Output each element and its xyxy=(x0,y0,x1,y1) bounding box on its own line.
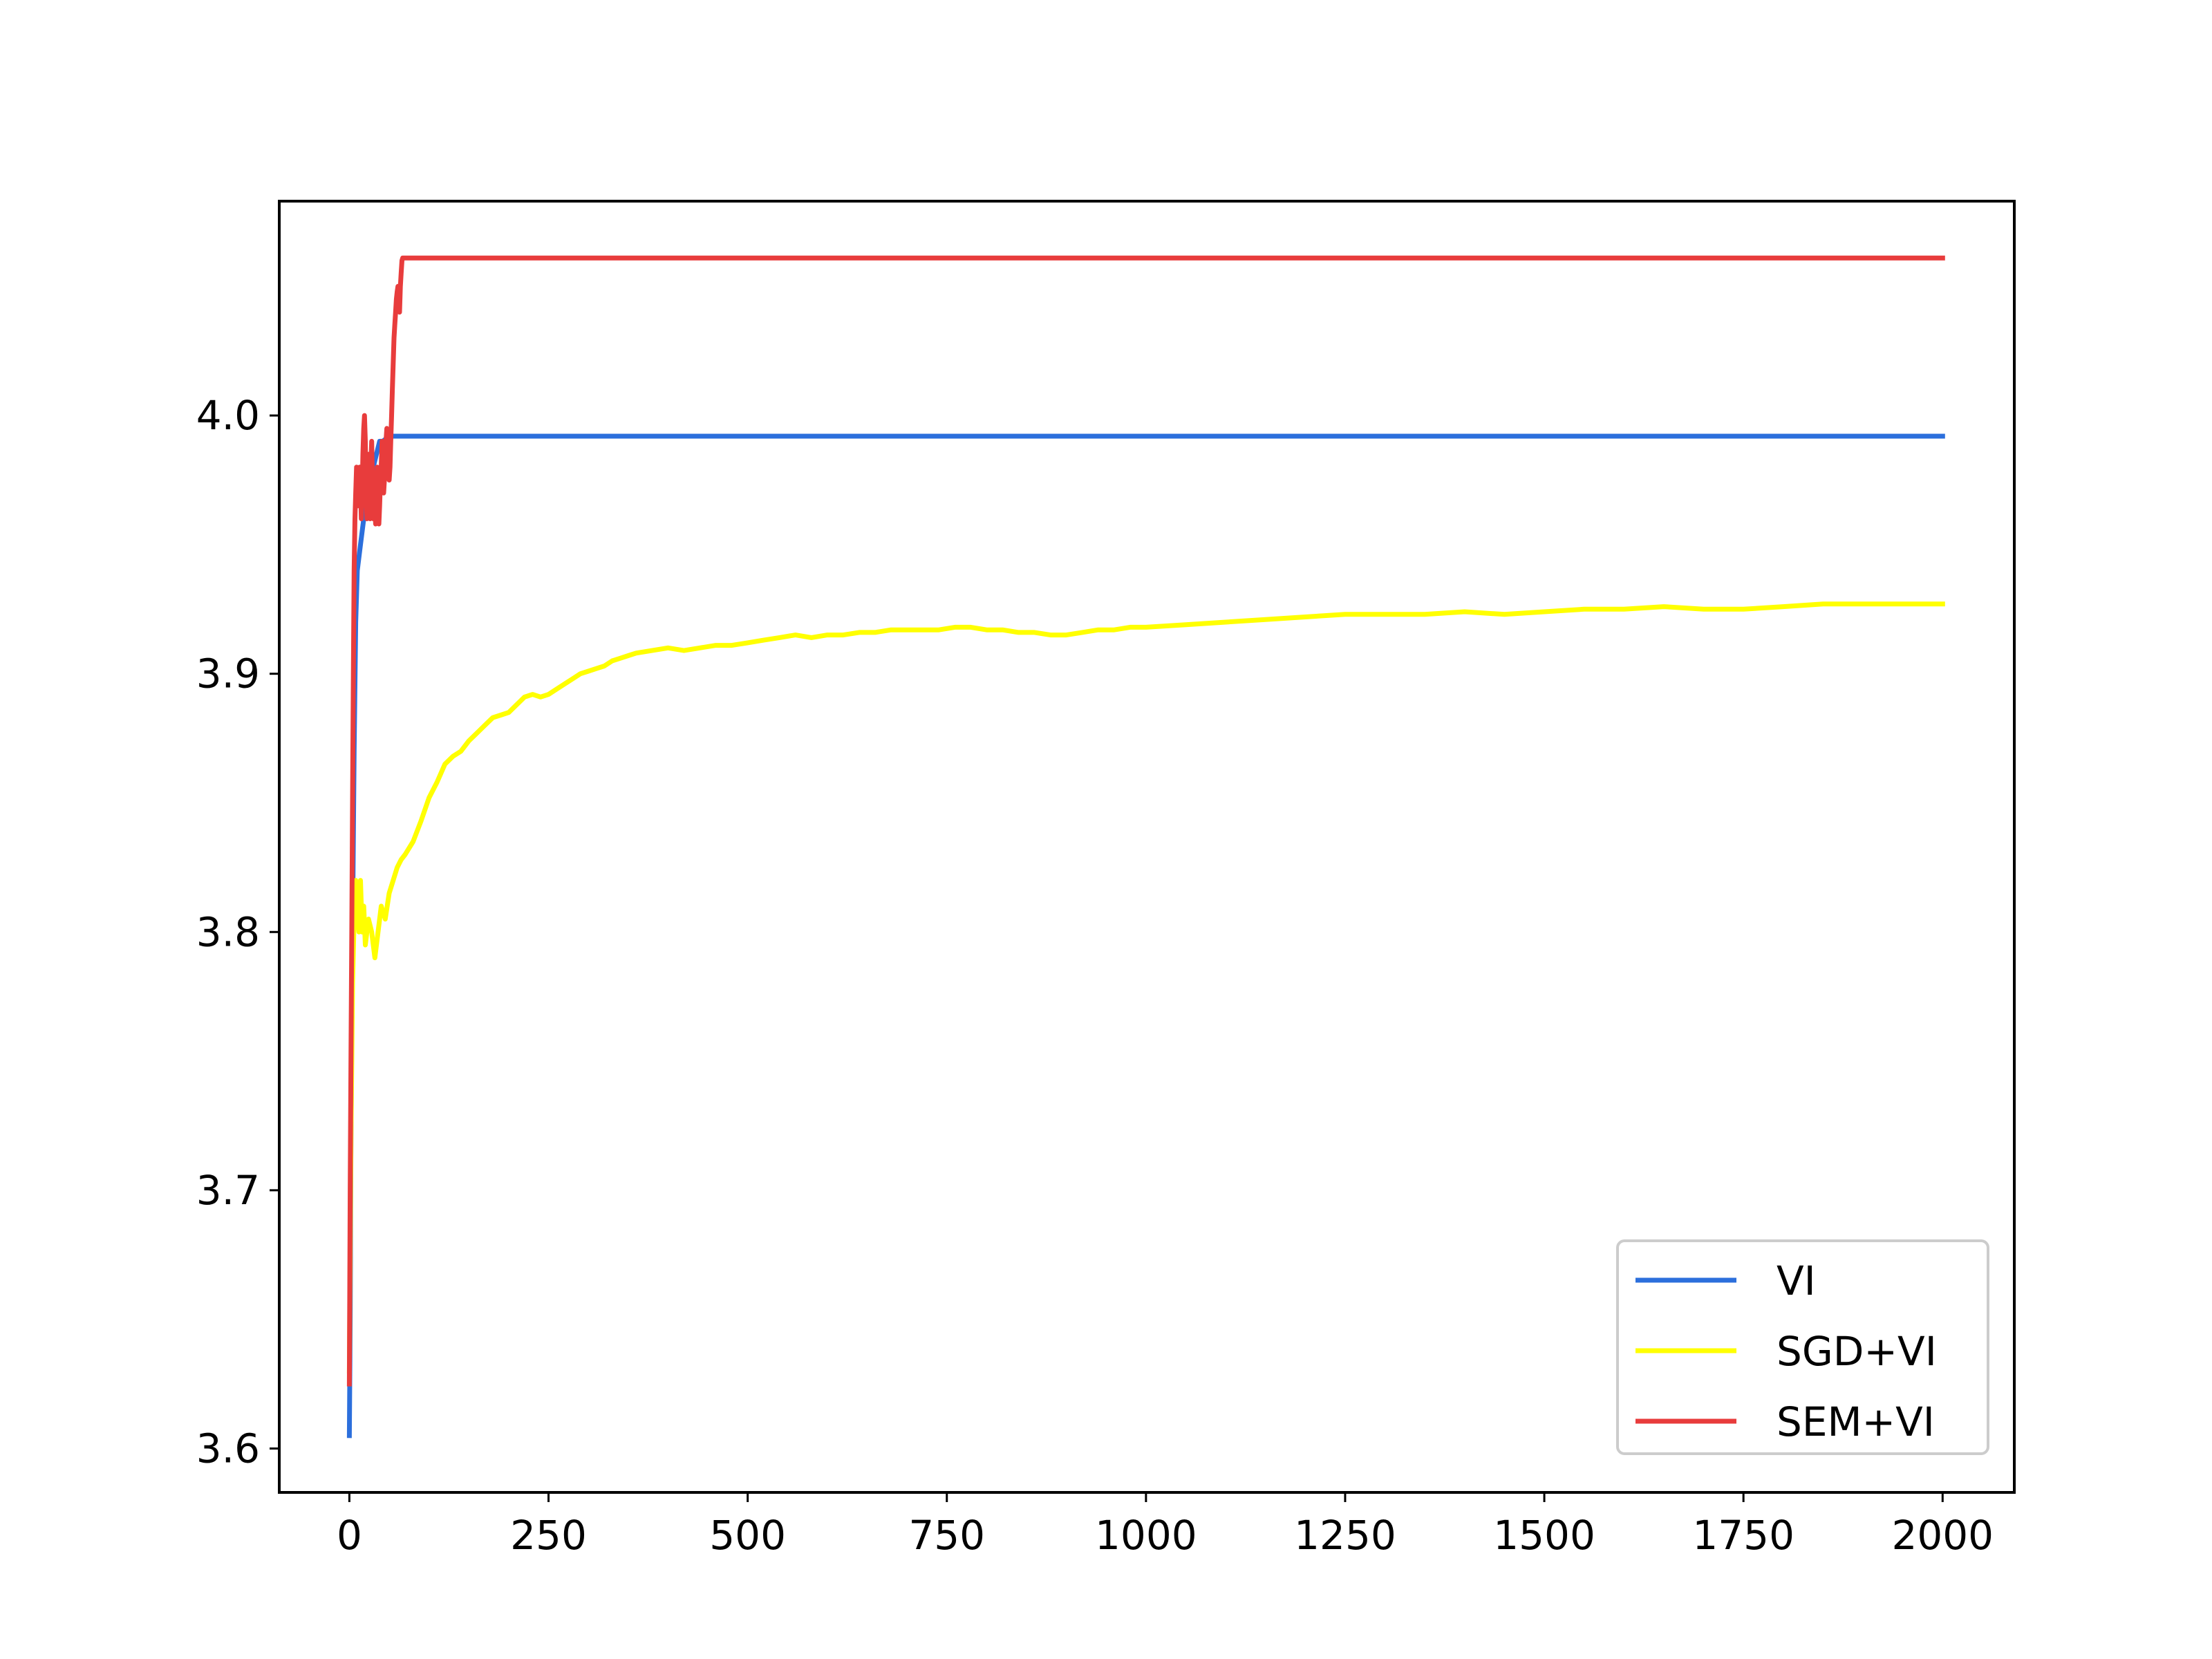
y-tick-label: 3.6 xyxy=(196,1425,260,1472)
x-tick-label: 250 xyxy=(510,1512,587,1559)
x-tick-label: 1250 xyxy=(1294,1512,1396,1559)
y-tick-label: 3.7 xyxy=(196,1167,260,1214)
x-tick-label: 1000 xyxy=(1095,1512,1197,1559)
y-tick-label: 3.8 xyxy=(196,908,260,955)
legend-label-vi: VI xyxy=(1777,1257,1816,1304)
x-axis: 0 250 500 750 1000 1250 1500 1750 2000 xyxy=(337,1492,1994,1559)
x-tick-label: 750 xyxy=(908,1512,985,1559)
x-tick-label: 0 xyxy=(337,1512,362,1559)
legend-label-sem-vi: SEM+VI xyxy=(1777,1398,1935,1445)
series-line-sem-vi xyxy=(346,255,1945,1387)
series-line-sgd-vi xyxy=(346,601,1945,1374)
y-axis: 3.6 3.7 3.8 3.9 4.0 xyxy=(196,392,279,1472)
y-tick-label: 4.0 xyxy=(196,392,260,439)
legend: VI SGD+VI SEM+VI xyxy=(1616,1239,1989,1455)
series-layer xyxy=(346,255,1945,1438)
legend-label-sgd-vi: SGD+VI xyxy=(1777,1328,1937,1375)
x-tick-label: 1750 xyxy=(1692,1512,1794,1559)
x-tick-label: 500 xyxy=(709,1512,786,1559)
x-tick-label: 1500 xyxy=(1493,1512,1595,1559)
y-tick-label: 3.9 xyxy=(196,650,260,697)
x-tick-label: 2000 xyxy=(1891,1512,1994,1559)
legend-box xyxy=(1616,1239,1989,1455)
